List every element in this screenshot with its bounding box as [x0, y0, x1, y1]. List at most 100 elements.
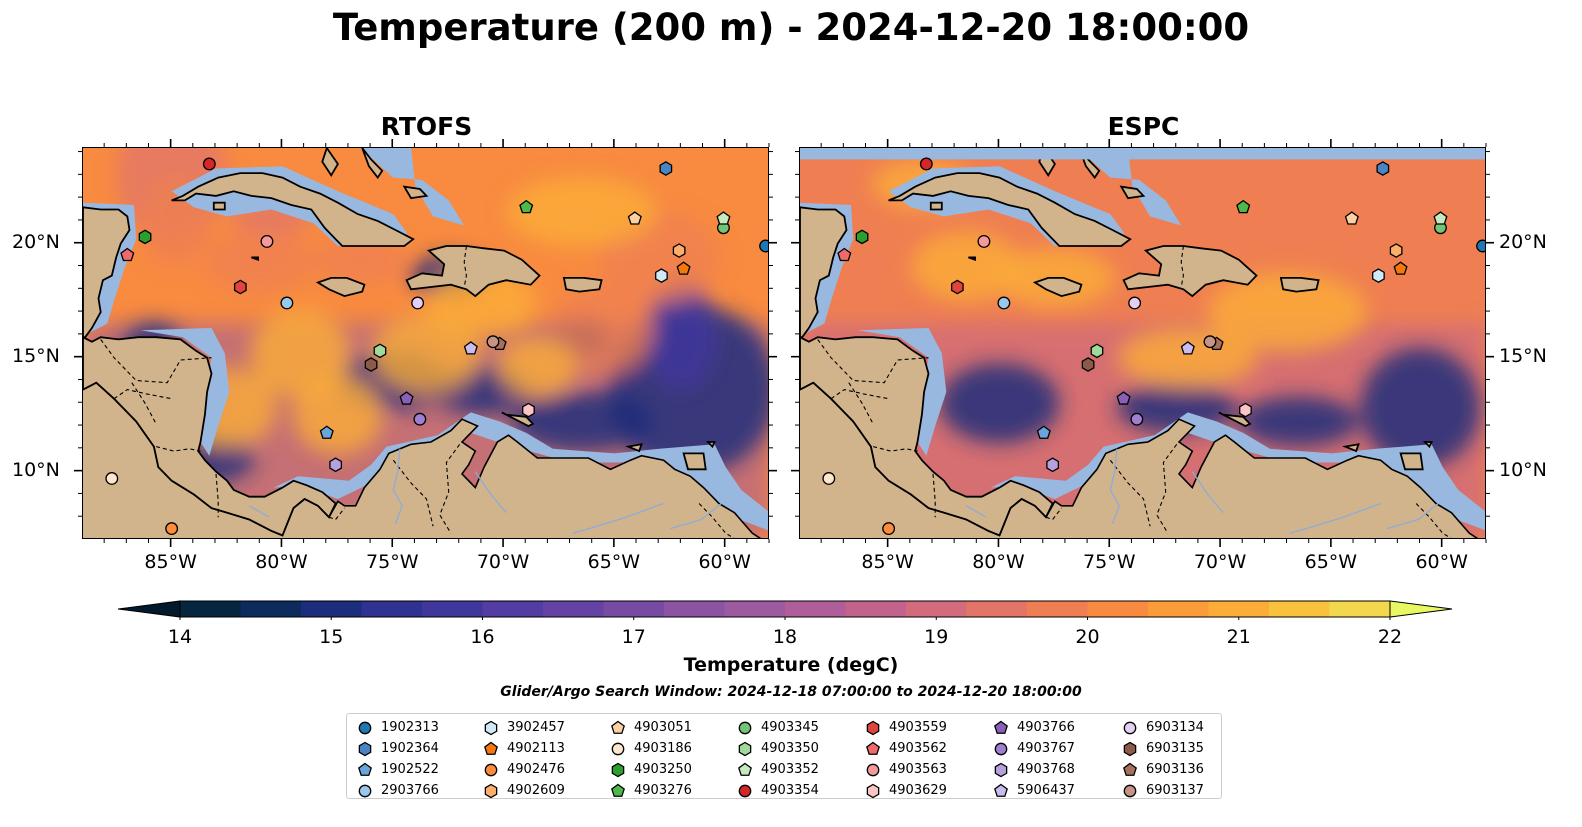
legend-item: 5906437: [993, 780, 1075, 801]
colorbar-swatch: [906, 601, 968, 617]
colorbar-swatch: [966, 601, 1028, 617]
legend-item: 4902113: [483, 738, 565, 759]
legend-marker-4903186: [611, 742, 625, 755]
colorbar-tick-label: 21: [1226, 626, 1251, 648]
float-marker-4903563: [977, 234, 991, 248]
float-marker-4903563: [260, 234, 274, 248]
float-marker-4903250: [138, 229, 152, 245]
legend-marker-5906437: [994, 783, 1008, 797]
colorbar-swatch: [1027, 601, 1089, 617]
legend-label: 6903136: [1146, 762, 1204, 777]
legend-column: 4903766 4903767 4903768 5906437: [993, 717, 1075, 801]
legend-column: 1902313 1902364 1902522 2903766: [357, 717, 439, 801]
float-marker-4903051: [627, 211, 642, 225]
float-marker-1902522: [1036, 425, 1051, 439]
lon-tick-label: 65°W: [587, 551, 641, 573]
float-marker-2903766: [997, 296, 1011, 310]
figure-title: Temperature (200 m) - 2024-12-20 18:00:0…: [332, 6, 1250, 49]
legend-label: 3902457: [507, 720, 565, 735]
colorbar-swatch: [603, 601, 665, 617]
lon-tick-label: 80°W: [255, 551, 308, 573]
float-marker-1902364: [659, 161, 673, 176]
lat-tick-label-right: 15°N: [1499, 344, 1547, 367]
legend-label: 2903766: [381, 783, 439, 798]
legend-column: 4903051 4903186 4903250 4903276: [610, 717, 692, 801]
legend-label: 4902476: [507, 762, 565, 777]
legend-label: 4903766: [1017, 720, 1075, 735]
lon-tick-label: 60°W: [698, 551, 751, 573]
colorbar-swatch: [482, 601, 544, 617]
rivers: [248, 448, 722, 534]
float-marker-4903768: [329, 457, 343, 473]
legend-label: 4903563: [889, 762, 947, 777]
legend-marker-4903559: [866, 720, 880, 735]
legend-label: 4902113: [507, 741, 565, 756]
rivers: [965, 448, 1439, 534]
float-marker-3902457: [655, 268, 668, 283]
colorbar-swatch: [1329, 601, 1391, 617]
float-marker-4903629: [522, 402, 535, 418]
legend-marker-6903136: [1123, 762, 1137, 776]
rtofs-map: [82, 147, 769, 539]
legend-marker-4903562: [866, 741, 880, 755]
legend-item: 1902364: [357, 738, 439, 759]
legend-label: 1902364: [381, 741, 439, 756]
legend-label: 1902522: [381, 762, 439, 777]
legend-item: 6903136: [1122, 759, 1204, 780]
legend-label: 4903767: [1017, 741, 1075, 756]
search-window-text: Glider/Argo Search Window: 2024-12-18 07…: [500, 684, 1082, 700]
legend-item: 4903350: [737, 738, 819, 759]
float-marker-4903352: [716, 211, 731, 225]
legend-label: 4903350: [761, 741, 819, 756]
lat-tick-label-left: 15°N: [12, 344, 60, 367]
float-marker-1902522: [319, 425, 334, 439]
lon-tick-label: 85°W: [144, 551, 197, 573]
legend-marker-3902457: [484, 720, 498, 735]
legend-item: 4902476: [483, 759, 565, 780]
lon-tick-label: 65°W: [1304, 551, 1358, 573]
land: [800, 148, 1477, 538]
legend-marker-1902364: [358, 741, 372, 756]
colorbar-swatch: [543, 601, 605, 617]
colorbar-swatch: [785, 601, 847, 617]
legend-label: 4903276: [634, 783, 692, 798]
lon-tick-label: 70°W: [476, 551, 530, 573]
legend-item: 4903766: [993, 717, 1075, 738]
legend-item: 1902522: [357, 759, 439, 780]
legend-marker-4903352: [738, 762, 752, 776]
legend-column: 6903134 6903135 6903136 6903137: [1122, 717, 1204, 801]
legend-label: 4903051: [634, 720, 692, 735]
float-marker-4903559: [950, 279, 964, 295]
legend-item: 4903559: [865, 717, 947, 738]
float-marker-6903137: [486, 335, 500, 349]
legend-item: 4903629: [865, 780, 947, 801]
legend-item: 4903186: [610, 738, 692, 759]
country-borders: [100, 245, 735, 538]
colorbar-swatch: [1208, 601, 1270, 617]
legend-item: 4903352: [737, 759, 819, 780]
legend-label: 4903186: [634, 741, 692, 756]
legend-marker-4903767: [994, 742, 1008, 755]
legend-label: 1902313: [381, 720, 439, 735]
float-marker-4903767: [1130, 412, 1144, 426]
float-marker-3902457: [1372, 268, 1385, 283]
legend-label: 4903345: [761, 720, 819, 735]
float-marker-4903350: [1090, 343, 1104, 359]
colorbar-swatch: [845, 601, 907, 617]
float-marker-4903562: [120, 247, 135, 262]
float-marker-1902313: [1476, 239, 1485, 253]
lon-tick-label: 85°W: [861, 551, 914, 573]
float-marker-1902313: [759, 239, 768, 253]
lon-tick-label: 80°W: [972, 551, 1025, 573]
colorbar-swatch: [724, 601, 786, 617]
temperature-field: [116, 148, 768, 483]
legend-item: 4903276: [610, 780, 692, 801]
colorbar-swatch: [1269, 601, 1331, 617]
legend-item: 4903767: [993, 738, 1075, 759]
float-marker-4903276: [519, 199, 534, 214]
colorbar-tick-label: 20: [1075, 626, 1100, 648]
legend-marker-4903354: [738, 784, 752, 797]
colorbar-tick-label: 22: [1377, 626, 1403, 648]
legend-marker-6903134: [1123, 721, 1137, 734]
legend-marker-4903051: [611, 720, 625, 734]
